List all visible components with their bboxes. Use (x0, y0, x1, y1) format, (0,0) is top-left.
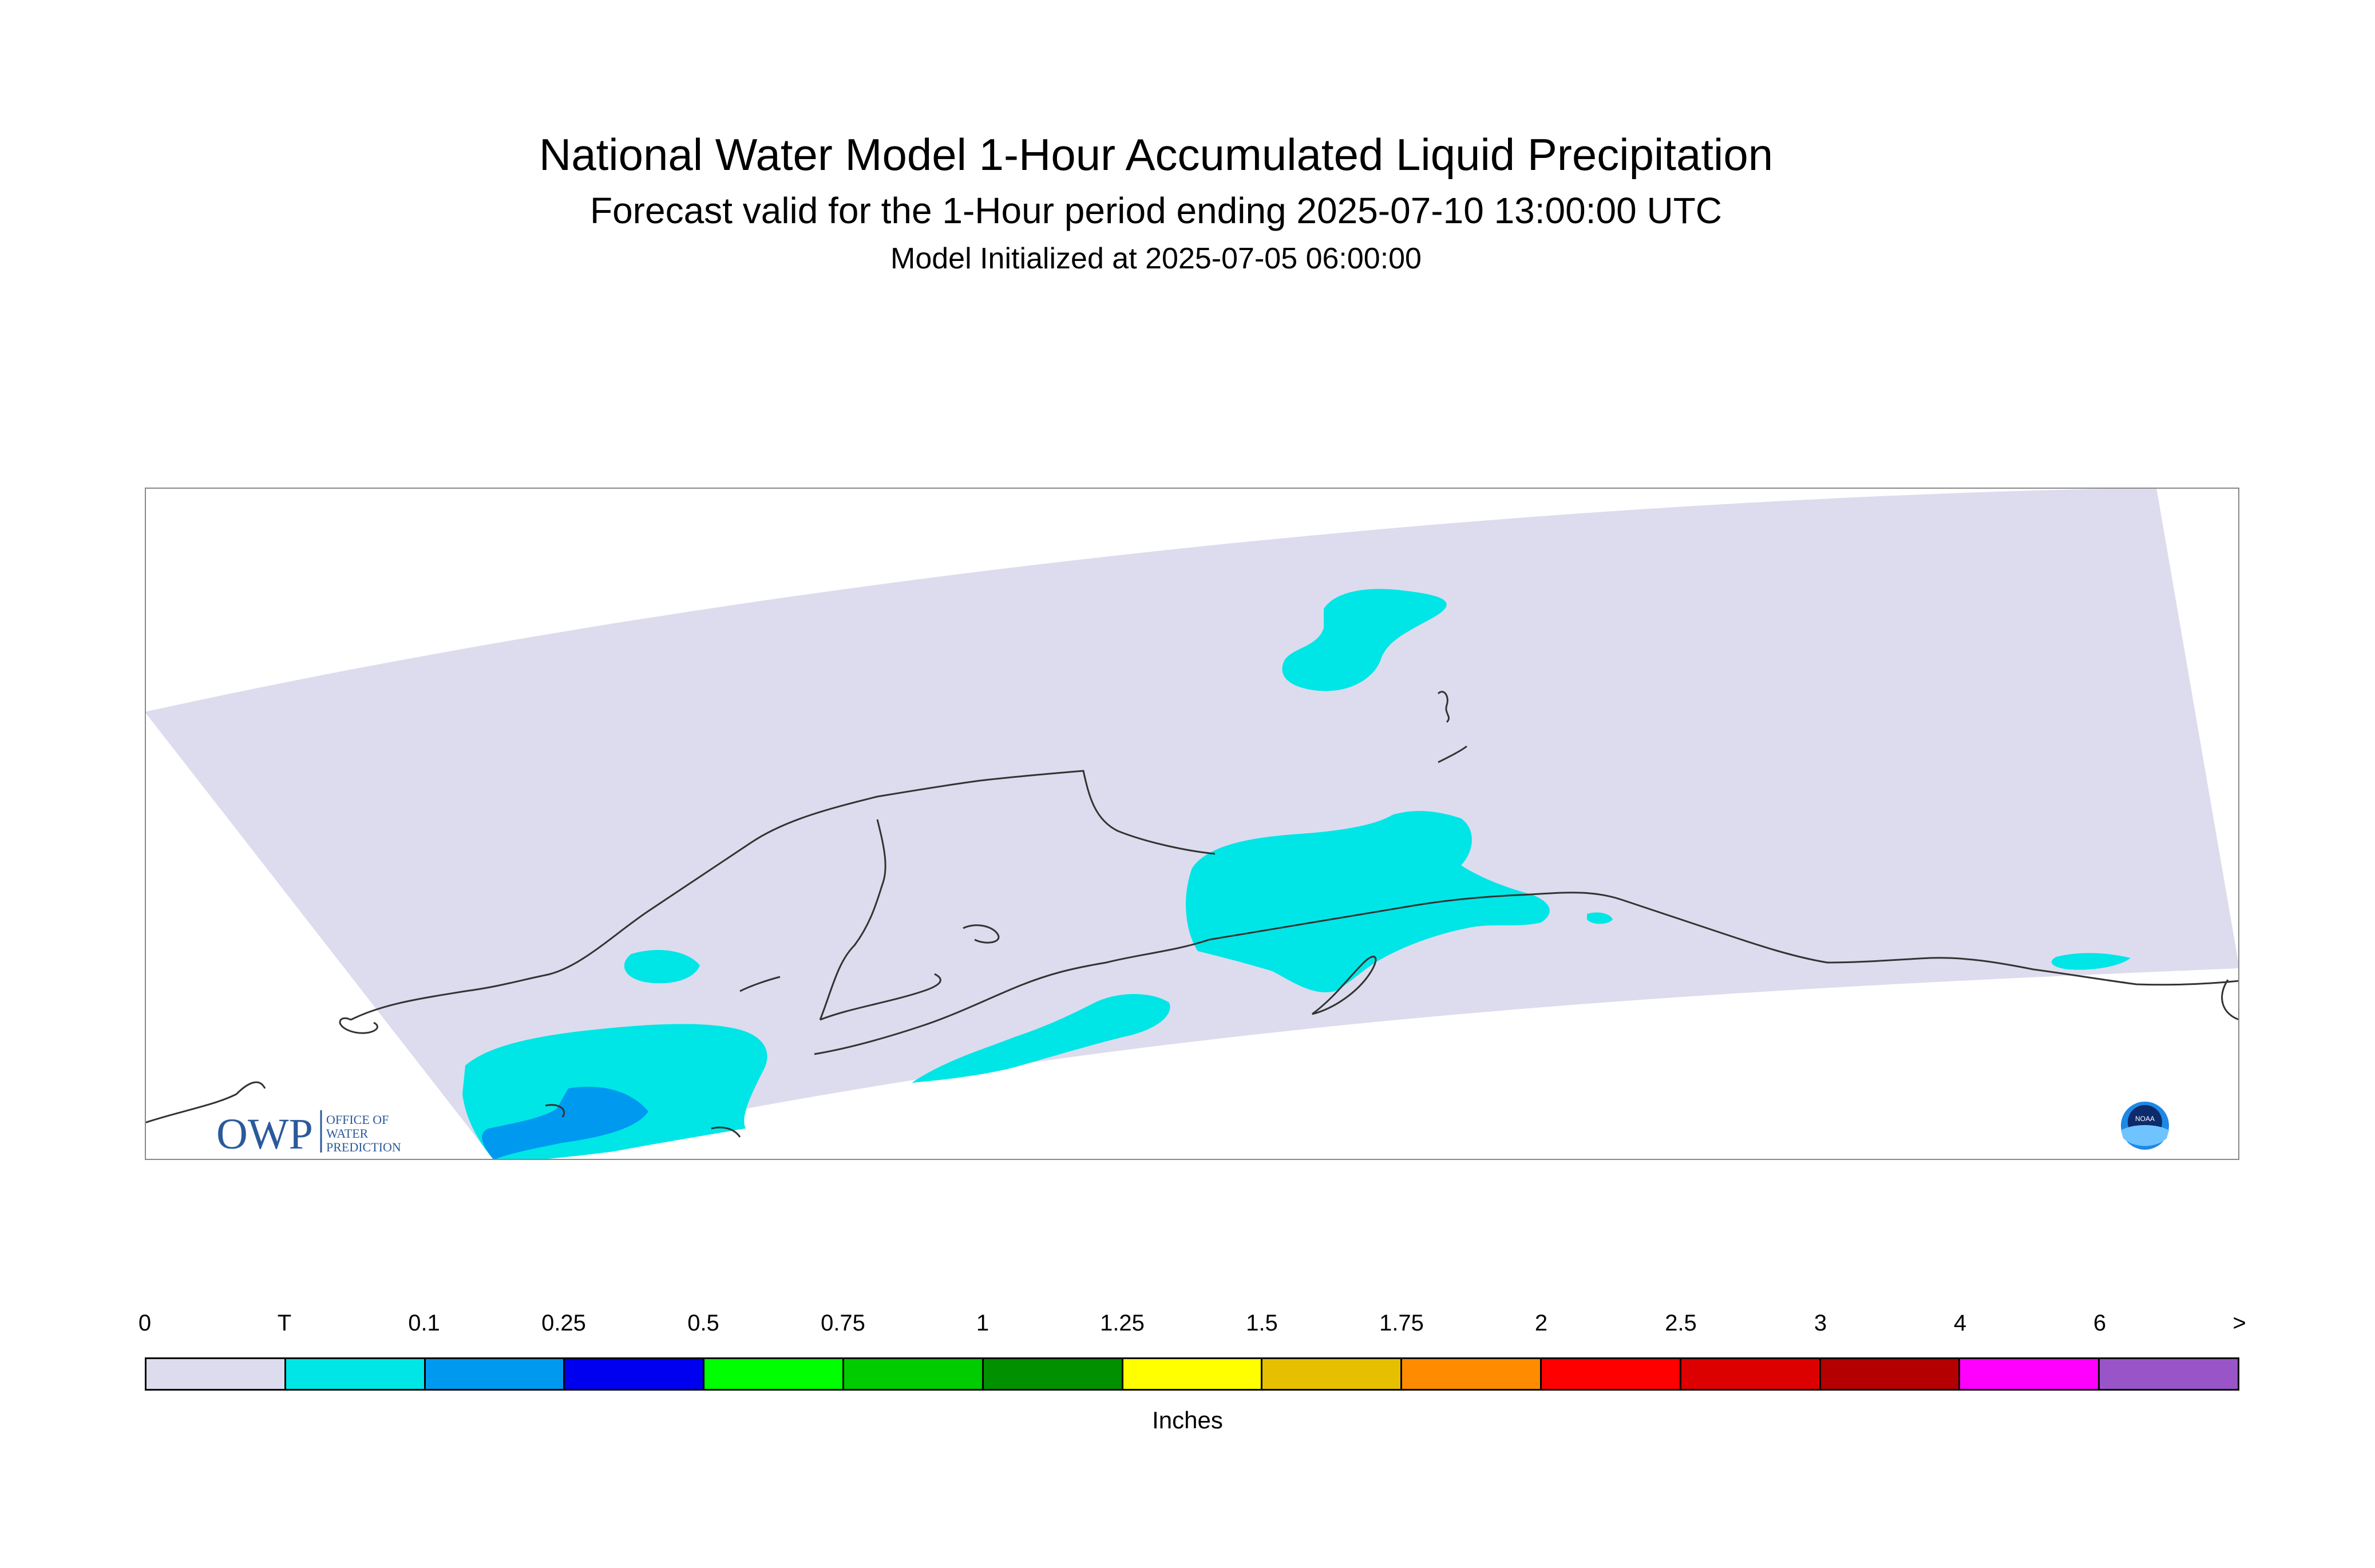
coastline-kenai-detail (1312, 956, 1377, 1015)
coastline-bristol (819, 819, 941, 1021)
legend-swatch (1960, 1359, 2100, 1389)
legend-tick-label: 1.25 (1100, 1310, 1145, 1336)
noaa-logo: NOAA (2121, 1102, 2169, 1150)
map-subtitle: Forecast valid for the 1-Hour period end… (589, 190, 1723, 231)
map-frame (145, 488, 2239, 1160)
legend-swatch (147, 1359, 286, 1389)
legend-tick-label: 6 (2093, 1310, 2107, 1336)
coastline-islands (545, 691, 1467, 1138)
legend-tick-label: 2.5 (1665, 1310, 1697, 1336)
precip-region-north-slope (1282, 589, 1447, 691)
coastline-mainland (350, 770, 1216, 1021)
legend-swatch (1262, 1359, 1403, 1389)
legend-swatch (983, 1359, 1123, 1389)
legend-units: Inches (1152, 1407, 1223, 1434)
map-title: National Water Model 1-Hour Accumulated … (539, 129, 1774, 180)
owp-logo: OWP OFFICE OF WATER PREDICTION (216, 1110, 401, 1158)
legend-tick-label: 0.75 (821, 1310, 865, 1336)
precip-layer-0.1-0.25 (482, 1086, 648, 1160)
legend-swatch (1681, 1359, 1821, 1389)
owp-logo-line-1: OFFICE OF (326, 1112, 389, 1127)
legend-tick-label: 2 (1534, 1310, 1548, 1336)
legend-swatch (1123, 1359, 1263, 1389)
legend-swatch (1541, 1359, 1681, 1389)
owp-logo-line-2: WATER (326, 1126, 369, 1141)
legend-swatch (565, 1359, 705, 1389)
coastline-alaska-peninsula (814, 892, 2034, 1055)
model-domain (145, 488, 2239, 1160)
coastline-chukotka (145, 1017, 378, 1124)
precip-region-kenai (912, 994, 1170, 1083)
legend-swatch (844, 1359, 984, 1389)
legend-tick-label: 0.5 (687, 1310, 719, 1336)
legend-tick-label: > (2232, 1310, 2246, 1336)
precip-region-southcentral (1186, 811, 1550, 992)
precip-region-pws (1587, 912, 1613, 924)
legend-tick-labels: 0 T 0.1 0.25 0.5 0.75 1 1.25 1.5 1.75 2 2.5 3 4 6 > (0, 1310, 2375, 1351)
coastlines (145, 691, 2239, 1138)
legend-tick-label: 0.25 (541, 1310, 586, 1336)
legend-tick-label: 3 (1814, 1310, 1827, 1336)
title-block: National Water Model 1-Hour Accumulated … (0, 126, 2312, 279)
noaa-logo-text: NOAA (2135, 1115, 2155, 1123)
legend-tick-label: 0 (138, 1310, 152, 1336)
legend-swatch (2100, 1359, 2238, 1389)
legend-swatch (1820, 1359, 1961, 1389)
noaa-logo-wave (2121, 1125, 2169, 1146)
legend-tick-label: 0.1 (408, 1310, 440, 1336)
legend-swatch (425, 1359, 565, 1389)
legend-swatch (1402, 1359, 1542, 1389)
legend-tick-label: 1 (976, 1310, 989, 1336)
owp-logo-line-3: PREDICTION (326, 1140, 401, 1154)
legend-swatch (286, 1359, 426, 1389)
legend-tick-label: 1.75 (1379, 1310, 1424, 1336)
coastline-southeast (2033, 968, 2239, 1021)
precip-region-southeast (2051, 953, 2131, 970)
precip-region-seward (624, 949, 700, 984)
legend-color-bar (145, 1357, 2239, 1391)
legend-tick-label: 4 (1953, 1310, 1967, 1336)
legend-tick-label: T (277, 1310, 292, 1336)
legend-tick-label: 1.5 (1246, 1310, 1278, 1336)
precip-region-bristol-bay (482, 1086, 648, 1160)
legend-swatch (704, 1359, 844, 1389)
model-init-time: Model Initialized at 2025-07-05 06:00:00 (890, 242, 1422, 275)
owp-logo-mark: OWP (216, 1110, 313, 1158)
precip-map: OWP OFFICE OF WATER PREDICTION NOAA (145, 488, 2239, 1160)
